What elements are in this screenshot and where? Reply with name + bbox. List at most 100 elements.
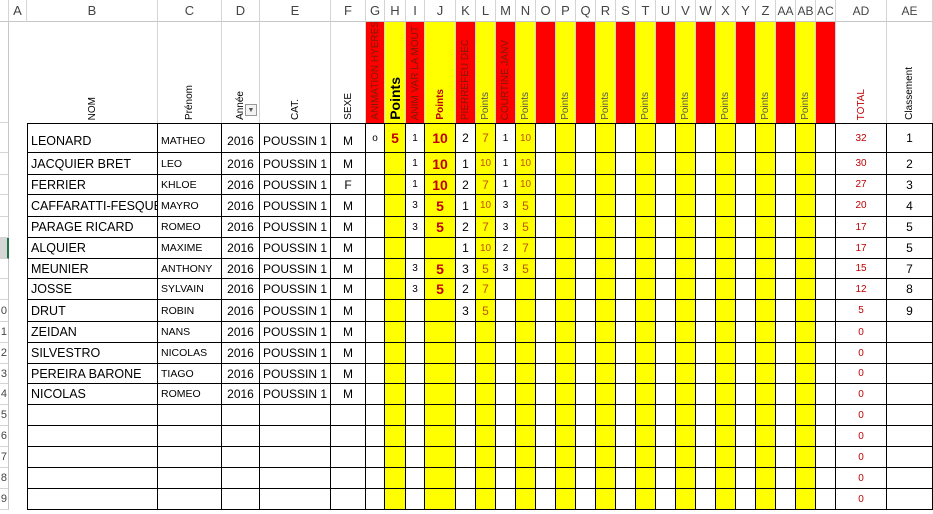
cell-ae[interactable]: 8 <box>887 279 933 300</box>
dropdown-arrow-icon[interactable]: ▼ <box>245 104 257 116</box>
cell-c[interactable] <box>158 468 222 489</box>
cell-x[interactable] <box>716 405 736 426</box>
cell-t[interactable] <box>636 195 656 217</box>
cell-m[interactable]: 1 <box>496 153 516 175</box>
cell-w[interactable] <box>696 175 716 195</box>
column-header-k[interactable]: K <box>456 0 476 22</box>
cell-u[interactable] <box>656 364 676 384</box>
cell-y[interactable] <box>736 300 756 322</box>
cell-m[interactable]: 3 <box>496 259 516 279</box>
cell-y[interactable] <box>736 384 756 405</box>
cell-z[interactable] <box>756 153 776 175</box>
cell-m[interactable]: 1 <box>496 123 516 153</box>
header-cell-t[interactable]: Points <box>636 22 656 123</box>
cell-n[interactable] <box>516 489 536 510</box>
cell-c[interactable]: KHLOE <box>158 175 222 195</box>
cell-m[interactable] <box>496 405 516 426</box>
cell-u[interactable] <box>656 259 676 279</box>
header-cell-l[interactable]: Points <box>476 22 496 123</box>
cell-ad[interactable]: 17 <box>836 238 887 259</box>
cell-ad[interactable]: 0 <box>836 322 887 343</box>
cell-t[interactable] <box>636 489 656 510</box>
cell-ab[interactable] <box>796 279 816 300</box>
row-header[interactable] <box>0 217 9 238</box>
cell-k[interactable] <box>456 322 476 343</box>
cell-f[interactable]: M <box>331 195 366 217</box>
cell-f[interactable] <box>331 468 366 489</box>
cell-u[interactable] <box>656 279 676 300</box>
cell-g[interactable] <box>366 279 385 300</box>
cell-i[interactable] <box>406 426 425 447</box>
cell-d[interactable]: 2016 <box>222 175 260 195</box>
cell-d[interactable]: 2016 <box>222 195 260 217</box>
cell-u[interactable] <box>656 405 676 426</box>
cell-j[interactable]: 10 <box>425 123 456 153</box>
cell-o[interactable] <box>536 153 556 175</box>
cell-ad[interactable]: 0 <box>836 405 887 426</box>
cell-q[interactable] <box>576 447 596 468</box>
cell-r[interactable] <box>596 343 616 364</box>
cell-g[interactable] <box>366 195 385 217</box>
column-header-n[interactable]: N <box>516 0 536 22</box>
header-cell-b[interactable]: NOM <box>27 22 158 123</box>
column-header-t[interactable]: T <box>636 0 656 22</box>
cell-z[interactable] <box>756 343 776 364</box>
cell-w[interactable] <box>696 343 716 364</box>
cell-x[interactable] <box>716 217 736 238</box>
cell-v[interactable] <box>676 447 696 468</box>
cell-f[interactable]: F <box>331 175 366 195</box>
cell-ae[interactable] <box>887 447 933 468</box>
cell-i[interactable] <box>406 364 425 384</box>
cell-i[interactable] <box>406 322 425 343</box>
cell-o[interactable] <box>536 405 556 426</box>
column-header-h[interactable]: H <box>385 0 406 22</box>
cell-ad[interactable]: 0 <box>836 364 887 384</box>
cell-g[interactable] <box>366 489 385 510</box>
cell-p[interactable] <box>556 238 576 259</box>
cell-n[interactable] <box>516 384 536 405</box>
cell-y[interactable] <box>736 195 756 217</box>
cell-w[interactable] <box>696 405 716 426</box>
cell-q[interactable] <box>576 405 596 426</box>
cell-k[interactable] <box>456 405 476 426</box>
cell-j[interactable] <box>425 300 456 322</box>
cell-z[interactable] <box>756 195 776 217</box>
cell-t[interactable] <box>636 175 656 195</box>
cell-ad[interactable]: 0 <box>836 426 887 447</box>
cell-l[interactable]: 5 <box>476 259 496 279</box>
cell-p[interactable] <box>556 426 576 447</box>
cell-d[interactable]: 2016 <box>222 123 260 153</box>
column-header-w[interactable]: W <box>696 0 716 22</box>
header-cell-d[interactable]: Année <box>222 22 260 123</box>
cell-t[interactable] <box>636 384 656 405</box>
cell-x[interactable] <box>716 195 736 217</box>
cell-ab[interactable] <box>796 405 816 426</box>
cell-e[interactable]: POUSSIN 1 <box>260 279 331 300</box>
cell-p[interactable] <box>556 153 576 175</box>
cell-g[interactable] <box>366 259 385 279</box>
cell-y[interactable] <box>736 489 756 510</box>
cell-h[interactable] <box>385 175 406 195</box>
cell-h[interactable] <box>385 364 406 384</box>
cell-h[interactable] <box>385 195 406 217</box>
cell-i[interactable] <box>406 343 425 364</box>
cell-o[interactable] <box>536 217 556 238</box>
cell-h[interactable] <box>385 279 406 300</box>
cell-y[interactable] <box>736 322 756 343</box>
cell-q[interactable] <box>576 153 596 175</box>
cell-w[interactable] <box>696 238 716 259</box>
cell-m[interactable] <box>496 279 516 300</box>
cell-z[interactable] <box>756 405 776 426</box>
cell-h[interactable] <box>385 217 406 238</box>
cell-g[interactable] <box>366 238 385 259</box>
row-header[interactable]: 8 <box>0 468 9 489</box>
cell-k[interactable]: 2 <box>456 175 476 195</box>
cell-x[interactable] <box>716 123 736 153</box>
cell-i[interactable] <box>406 447 425 468</box>
cell-d[interactable] <box>222 468 260 489</box>
cell-t[interactable] <box>636 405 656 426</box>
cell-m[interactable] <box>496 426 516 447</box>
cell-w[interactable] <box>696 217 716 238</box>
cell-ad[interactable]: 32 <box>836 123 887 153</box>
